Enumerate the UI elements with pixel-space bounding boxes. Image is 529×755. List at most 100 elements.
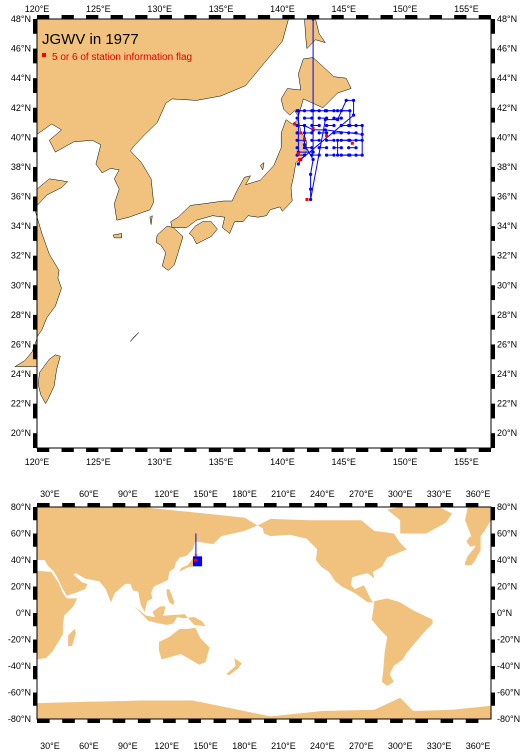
frame-tick (61, 448, 74, 452)
frame-tick (33, 196, 37, 212)
station-point (324, 153, 329, 157)
station-point (317, 131, 321, 135)
lat-tick-label: -80°N (8, 714, 31, 724)
frame-tick (213, 719, 227, 723)
frame-tick (184, 15, 197, 19)
station-point (324, 123, 329, 128)
station-point (339, 109, 343, 113)
frame-tick (33, 107, 37, 123)
lat-tick-label: 42°N (497, 103, 517, 113)
frame-tick (110, 15, 123, 19)
station-point (302, 131, 307, 135)
madagascar-land (68, 628, 76, 647)
frame-tick (86, 15, 99, 19)
station-point (309, 172, 313, 176)
frame-tick (61, 15, 74, 19)
lat-tick-label: -80°N (497, 714, 520, 724)
station-point (336, 138, 340, 142)
lon-tick-label: 180°E (232, 741, 257, 751)
frame-tick (33, 285, 37, 301)
station-point (348, 138, 352, 142)
frame-tick (364, 503, 378, 507)
frame-tick (380, 448, 393, 452)
station-point (339, 123, 343, 128)
frame-tick (380, 15, 393, 19)
flagged-station (350, 141, 354, 145)
frame-tick (314, 503, 328, 507)
frame-tick (37, 15, 50, 19)
lon-tick-label: 90°E (118, 741, 138, 751)
frame-tick (440, 503, 454, 507)
frame-tick (33, 560, 37, 574)
northamerica-land (257, 518, 407, 603)
frame-tick (356, 448, 369, 452)
flagged-station (296, 152, 300, 156)
antarctica-land (37, 697, 491, 719)
station-point (310, 123, 314, 128)
sado-land (259, 161, 265, 171)
frame-tick (33, 533, 37, 547)
frame-tick (213, 503, 227, 507)
frame-tick (314, 719, 328, 723)
lon-tick-label: 30°E (40, 489, 60, 499)
bottom-map-frame (33, 503, 495, 723)
lat-tick-label: 42°N (11, 103, 31, 113)
lon-tick-label: 150°E (393, 457, 418, 467)
frame-tick (264, 503, 277, 507)
frame-tick (112, 719, 126, 723)
frame-tick (33, 639, 37, 653)
lat-tick-label: 0°N (16, 608, 31, 618)
lon-tick-label: 330°E (427, 489, 452, 499)
lat-tick-label: 20°N (11, 428, 31, 438)
station-point (344, 98, 348, 102)
frame-tick (491, 255, 495, 271)
station-point (317, 116, 321, 120)
frame-tick (491, 226, 495, 241)
lat-tick-label: 36°N (497, 192, 517, 202)
bottom-map: 30°E 30°E 60°E 60°E 90°E 90°E 120°E 120°E 150°E 1… (8, 489, 520, 751)
frame-tick (33, 255, 37, 271)
station-point (302, 116, 307, 120)
station-point (339, 131, 343, 135)
frame-tick (440, 719, 454, 723)
frame-tick (33, 692, 37, 706)
frame-tick (491, 344, 495, 360)
lat-tick-label: 44°N (497, 73, 517, 83)
frame-tick (33, 166, 37, 182)
frame-tick (238, 503, 252, 507)
frame-tick (159, 15, 172, 19)
station-point (336, 117, 340, 122)
lat-tick-label: 60°N (497, 529, 517, 539)
frame-tick (491, 613, 495, 627)
frame-tick (491, 137, 495, 153)
flagged-station (293, 122, 297, 126)
frame-tick (163, 503, 176, 507)
lat-tick-label: -40°N (8, 661, 31, 671)
station-point (332, 138, 336, 142)
lon-tick-label: 145°E (331, 457, 356, 467)
europe-west-land (465, 507, 491, 566)
lat-tick-label: 20°N (11, 582, 31, 592)
frame-tick (208, 15, 222, 19)
flagged-station (305, 197, 309, 201)
frame-tick (339, 503, 353, 507)
frame-tick (390, 503, 403, 507)
philippines-land (166, 589, 175, 605)
legend-label: 5 or 6 of station information flag (52, 52, 192, 63)
station-point (309, 197, 313, 202)
station-point (296, 162, 300, 166)
station-point (332, 109, 336, 113)
lon-tick-label: 240°E (310, 489, 335, 499)
flagged-station (299, 131, 303, 135)
station-point (317, 146, 321, 150)
lat-tick-label: 34°N (497, 221, 517, 231)
kyushu-land (155, 225, 184, 271)
frame-tick (33, 403, 37, 419)
hokkaido-land (280, 57, 352, 118)
frame-tick (405, 448, 418, 452)
frame-tick (33, 613, 37, 627)
lon-tick-label: 150°E (193, 741, 218, 751)
station-point (302, 146, 307, 150)
lat-tick-label: 20°N (497, 428, 517, 438)
lon-tick-label: 360°E (466, 489, 491, 499)
